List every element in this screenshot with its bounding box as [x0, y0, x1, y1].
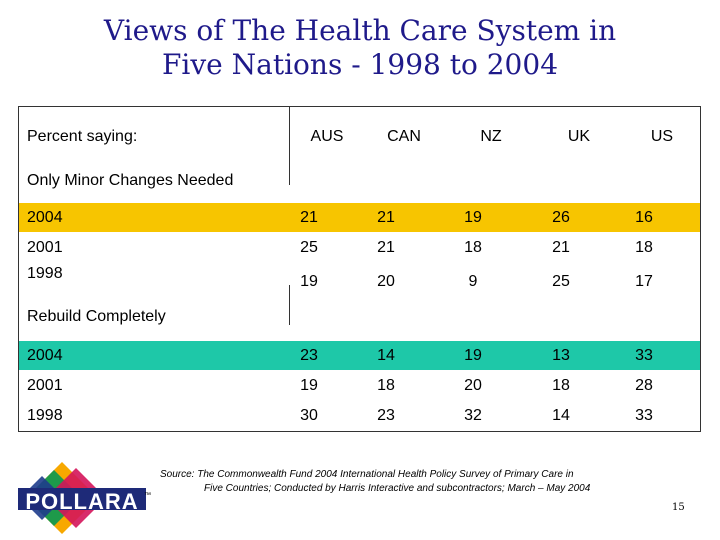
table-row: 2004 21 21 19 26 16: [19, 203, 700, 232]
table-row: 2004 23 14 19 13 33: [19, 341, 700, 370]
cell-aus: 19: [300, 377, 318, 394]
page-number: 15: [672, 502, 685, 513]
column-header-us: US: [650, 128, 674, 145]
pollara-logo-text: POLLARA: [25, 489, 139, 514]
cell-can: 14: [377, 347, 395, 364]
cell-nz: 18: [464, 239, 482, 256]
cell-us: 17: [635, 273, 653, 290]
cell-can: 18: [377, 377, 395, 394]
cell-can: 23: [377, 407, 395, 424]
source-line-1: Source: The Commonwealth Fund 2004 Inter…: [160, 469, 574, 480]
cell-nz: 20: [464, 377, 482, 394]
results-table: Percent saying: AUS CAN NZ UK US Only Mi…: [18, 106, 701, 432]
pollara-logo: POLLARA ™: [18, 462, 168, 534]
header-divider: [289, 107, 290, 185]
trademark-symbol: ™: [144, 492, 151, 499]
cell-aus: 30: [300, 407, 318, 424]
cell-nz: 19: [464, 347, 482, 364]
cell-aus: 21: [300, 209, 318, 226]
cell-can: 21: [377, 239, 395, 256]
row-year: 2004: [27, 347, 63, 364]
column-header-can: CAN: [387, 128, 421, 145]
cell-can: 20: [377, 273, 395, 290]
column-header-nz: NZ: [480, 128, 502, 145]
source-line-2: Five Countries; Conducted by Harris Inte…: [204, 483, 591, 494]
row-year: 2001: [27, 377, 63, 394]
source-note: Source: The Commonwealth Fund 2004 Inter…: [160, 468, 680, 496]
group-divider: [289, 285, 290, 325]
slide-title: Views of The Health Care System in Five …: [0, 14, 720, 82]
table-row: 1998 30 23 32 14 33: [19, 401, 700, 430]
table-row: 2001 25 21 18 21 18: [19, 233, 700, 262]
percent-saying-label: Percent saying:: [27, 128, 138, 145]
title-line-1: Views of The Health Care System in: [103, 14, 617, 47]
cell-us: 28: [635, 377, 653, 394]
cell-uk: 14: [552, 407, 570, 424]
cell-aus: 19: [300, 273, 318, 290]
column-header-uk: UK: [567, 128, 591, 145]
cell-nz: 32: [464, 407, 482, 424]
row-year: 1998: [27, 265, 63, 282]
cell-uk: 26: [552, 209, 570, 226]
row-year: 2004: [27, 209, 63, 226]
cell-us: 18: [635, 239, 653, 256]
cell-nz: 9: [468, 273, 478, 290]
row-year: 2001: [27, 239, 63, 256]
group-label-rebuild-completely: Rebuild Completely: [27, 308, 166, 325]
table-row: 1998 19 20 9 25 17: [19, 265, 700, 296]
cell-uk: 25: [552, 273, 570, 290]
title-line-2: Five Nations - 1998 to 2004: [161, 48, 559, 81]
row-year: 1998: [27, 407, 63, 424]
cell-can: 21: [377, 209, 395, 226]
cell-aus: 23: [300, 347, 318, 364]
cell-us: 16: [635, 209, 653, 226]
cell-aus: 25: [300, 239, 318, 256]
cell-uk: 18: [552, 377, 570, 394]
cell-nz: 19: [464, 209, 482, 226]
cell-uk: 21: [552, 239, 570, 256]
group-label-minor-changes: Only Minor Changes Needed: [27, 172, 234, 189]
cell-uk: 13: [552, 347, 570, 364]
cell-us: 33: [635, 407, 653, 424]
table-row: 2001 19 18 20 18 28: [19, 371, 700, 400]
pollara-logo-diamonds: [18, 462, 146, 534]
column-header-aus: AUS: [310, 128, 344, 145]
cell-us: 33: [635, 347, 653, 364]
